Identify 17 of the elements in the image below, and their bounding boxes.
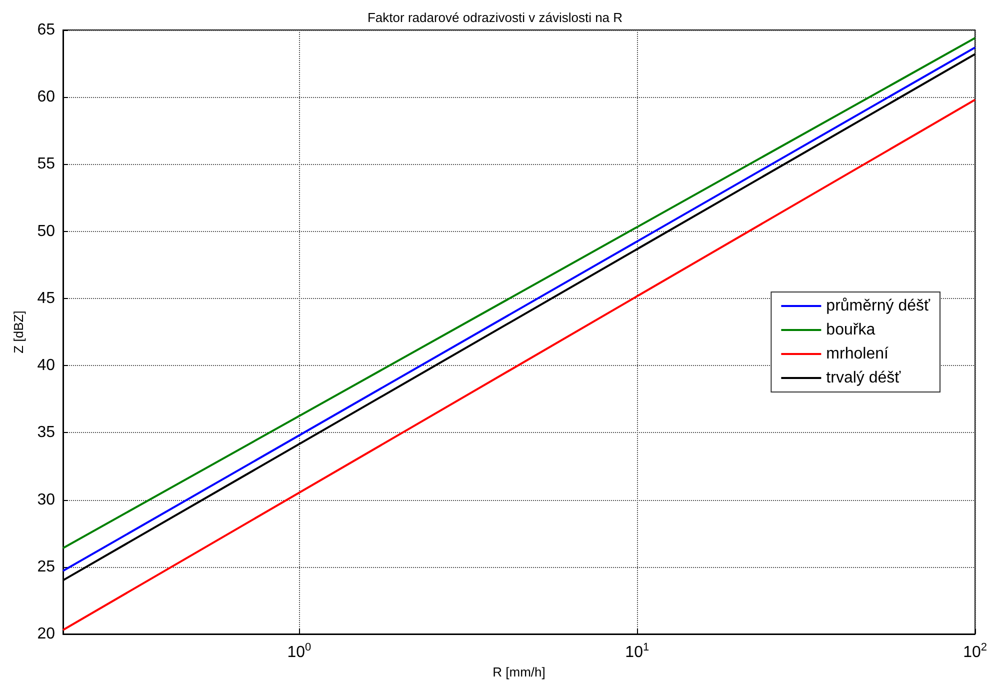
y-tick-label: 65 (37, 22, 56, 38)
y-tick-label: 25 (37, 558, 56, 576)
legend-label: průměrný déšť (826, 298, 931, 314)
y-tick-label: 35 (37, 424, 56, 442)
y-tick-label: 60 (37, 88, 56, 106)
x-axis-title: R [mm/h] (492, 664, 546, 680)
y-tick-label: 30 (37, 491, 56, 508)
y-tick-label: 45 (37, 290, 56, 307)
chart-title: Faktor radarové odrazivosti v závislosti na R (367, 10, 623, 25)
y-tick-label: 55 (37, 156, 56, 173)
legend-label: bouřka (826, 322, 876, 338)
y-tick-label: 40 (37, 357, 56, 374)
y-tick-label: 50 (37, 222, 56, 240)
legend-label: mrholení (826, 346, 889, 362)
y-tick-label: 20 (37, 626, 56, 642)
y-axis-title: Z [dBZ] (11, 310, 26, 354)
legend-label: trvalý déšť (826, 370, 902, 386)
